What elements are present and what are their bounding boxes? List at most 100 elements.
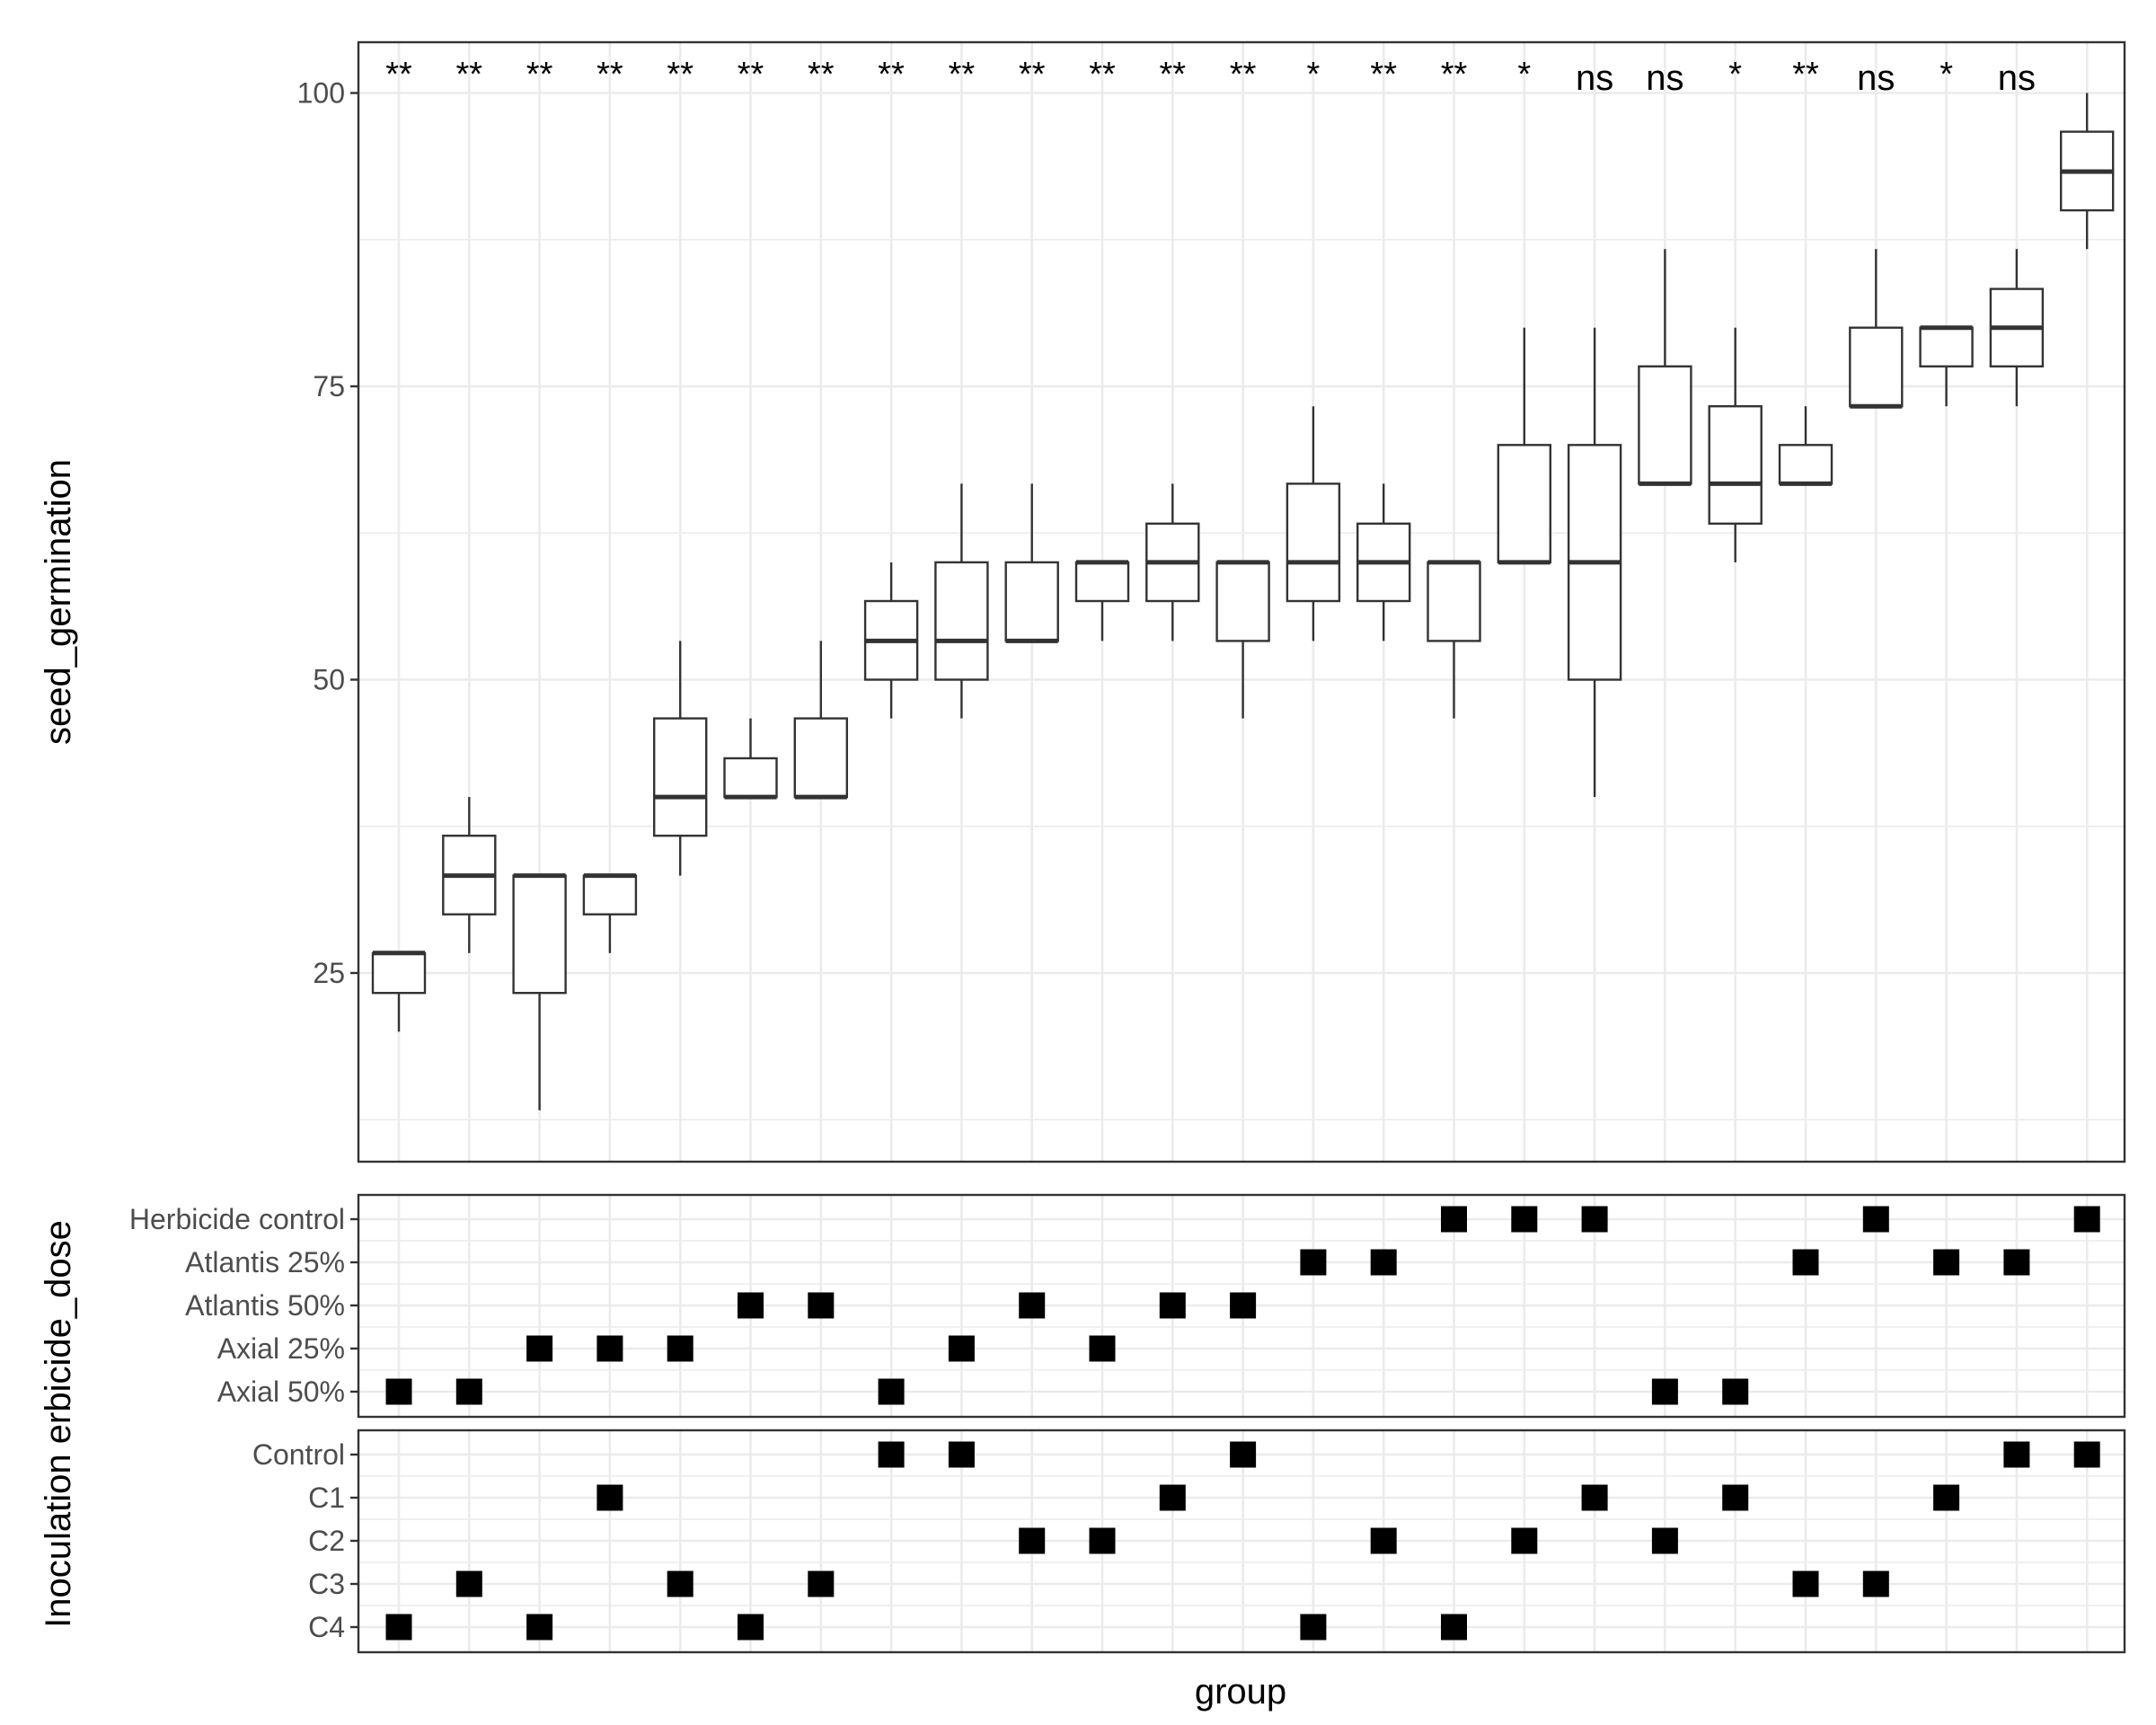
box-body bbox=[1427, 561, 1481, 642]
dose-tile bbox=[1933, 1249, 1960, 1276]
dose-tile bbox=[667, 1335, 694, 1362]
inoc-tile bbox=[1581, 1484, 1608, 1511]
box-11 bbox=[1074, 560, 1130, 641]
box-10 bbox=[1004, 483, 1059, 643]
main-panel-border bbox=[357, 40, 2126, 1163]
significance-label: ** bbox=[1441, 56, 1468, 93]
box-body bbox=[371, 951, 427, 995]
dose-tile bbox=[385, 1378, 412, 1405]
dose-tile bbox=[2073, 1206, 2100, 1233]
inoc-tile bbox=[1651, 1527, 1678, 1554]
inoc-tile bbox=[1933, 1484, 1960, 1511]
significance-label: ** bbox=[526, 56, 553, 93]
box-body bbox=[1708, 405, 1763, 526]
significance-label: ns bbox=[1646, 58, 1683, 98]
box-20 bbox=[1708, 327, 1763, 562]
box-body bbox=[1215, 561, 1270, 642]
dose-tile bbox=[1089, 1335, 1116, 1362]
significance-label: * bbox=[1517, 56, 1531, 93]
box-body bbox=[1919, 326, 1974, 367]
box-4 bbox=[582, 873, 638, 953]
box-2 bbox=[442, 797, 497, 953]
dose-tile bbox=[2003, 1249, 2030, 1276]
significance-label: * bbox=[1940, 56, 1953, 93]
box-5 bbox=[653, 641, 708, 876]
box-body bbox=[723, 756, 778, 799]
inoc-tile bbox=[1722, 1484, 1749, 1511]
significance-label: ** bbox=[1370, 56, 1397, 93]
dose-tile bbox=[808, 1292, 835, 1319]
inoc-tile bbox=[1300, 1614, 1327, 1641]
y-axis-title-top: seed_germination bbox=[39, 459, 78, 745]
significance-label: ns bbox=[1998, 58, 2036, 98]
dose-tile bbox=[1651, 1378, 1678, 1405]
inoc-tile bbox=[526, 1614, 553, 1641]
significance-label: ** bbox=[1230, 56, 1257, 93]
significance-label: * bbox=[1728, 56, 1742, 93]
x-axis-title: group bbox=[1195, 1672, 1286, 1712]
dose-level-label: Atlantis 25% bbox=[185, 1246, 345, 1278]
significance-label: ** bbox=[738, 56, 764, 93]
dose-tile bbox=[878, 1378, 905, 1405]
box-body bbox=[793, 717, 848, 799]
y-tick-label: 75 bbox=[313, 370, 345, 402]
inoc-tile bbox=[1441, 1614, 1467, 1641]
box-body bbox=[1497, 444, 1552, 564]
significance-label: ** bbox=[596, 56, 623, 93]
box-3 bbox=[512, 873, 567, 1110]
box-body bbox=[582, 874, 638, 916]
inoc-tile bbox=[738, 1614, 764, 1641]
dose-tile bbox=[1722, 1378, 1749, 1405]
box-body bbox=[1286, 482, 1341, 603]
inoc-tile bbox=[667, 1570, 694, 1597]
dose-tile bbox=[1230, 1292, 1257, 1319]
inoc-tile bbox=[385, 1614, 412, 1641]
box-body bbox=[1849, 326, 1904, 408]
dose-tile bbox=[948, 1335, 975, 1362]
box-9 bbox=[934, 483, 989, 719]
dose-tile bbox=[1581, 1206, 1608, 1233]
inoc-tile bbox=[1370, 1527, 1397, 1554]
inoc-tile bbox=[1862, 1570, 1889, 1597]
box-body bbox=[1778, 444, 1833, 485]
significance-label: ** bbox=[667, 56, 694, 93]
dose-tile bbox=[455, 1378, 482, 1405]
box-19 bbox=[1638, 249, 1692, 486]
significance-label: ** bbox=[1160, 56, 1187, 93]
dose-tile bbox=[738, 1292, 764, 1319]
inoc-tile bbox=[878, 1441, 905, 1468]
dose-panel-border bbox=[357, 1193, 2126, 1419]
inoc-tile bbox=[1159, 1484, 1186, 1511]
significance-label: ** bbox=[878, 56, 905, 93]
dose-tile bbox=[1019, 1292, 1046, 1319]
dose-level-label: Herbicide control bbox=[129, 1203, 345, 1235]
dose-tile bbox=[1370, 1249, 1397, 1276]
inoc-level-label: C1 bbox=[308, 1482, 345, 1514]
box-24 bbox=[1989, 249, 2045, 407]
dose-tile bbox=[1300, 1249, 1327, 1276]
inoculation-panel-border bbox=[357, 1429, 2126, 1654]
inoc-tile bbox=[808, 1570, 835, 1597]
inoc-tile bbox=[948, 1441, 975, 1468]
y-tick-label: 50 bbox=[313, 664, 345, 696]
significance-label: ** bbox=[1019, 56, 1046, 93]
inoc-tile bbox=[596, 1484, 623, 1511]
inoc-tile bbox=[1511, 1527, 1538, 1554]
box-8 bbox=[863, 562, 919, 719]
inoc-tile bbox=[455, 1570, 482, 1597]
significance-label: ** bbox=[808, 56, 835, 93]
box-body bbox=[1004, 561, 1059, 642]
inoc-level-label: Control bbox=[252, 1438, 345, 1471]
significance-label: * bbox=[1307, 56, 1321, 93]
significance-labels: ** ** ** ** ** ** ** ** ** ** ** ** ** * ** ** * ns ns * ** n… bbox=[385, 56, 2036, 98]
box-25 bbox=[2059, 93, 2115, 250]
box-body bbox=[1074, 561, 1130, 603]
dose-tile bbox=[596, 1335, 623, 1362]
inoc-tile bbox=[1019, 1527, 1046, 1554]
dose-level-label: Atlantis 50% bbox=[185, 1289, 345, 1322]
dose-level-label: Axial 25% bbox=[217, 1332, 345, 1365]
y-tick-label: 100 bbox=[297, 77, 345, 110]
significance-label: ** bbox=[1792, 56, 1819, 93]
significance-label: ** bbox=[385, 56, 412, 93]
